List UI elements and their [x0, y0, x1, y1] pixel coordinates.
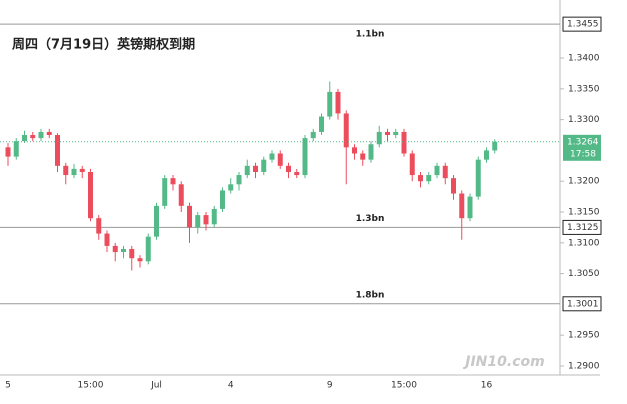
level-label-box [562, 296, 602, 312]
y-tick-label: 1.3050 [568, 269, 600, 279]
candle-body [162, 178, 168, 206]
candle-body [343, 113, 349, 148]
candle-body [13, 141, 19, 157]
watermark: JIN10.com [462, 354, 544, 370]
candle-body [178, 184, 184, 206]
candle-body [409, 153, 415, 176]
candle-body [277, 153, 283, 166]
candle-body [38, 131, 44, 139]
candle-body [475, 159, 481, 197]
candle-body [154, 205, 159, 237]
candle-body [360, 153, 366, 160]
candle-body [253, 165, 258, 172]
candle-body [261, 159, 267, 172]
x-tick-label: Jul [150, 381, 162, 391]
candle-body [145, 236, 151, 262]
level-label: 1.3125 [567, 223, 599, 233]
x-tick-label: 15:00 [78, 381, 104, 391]
candle-body [121, 248, 126, 253]
candle-body [310, 131, 316, 139]
candle-body [376, 131, 382, 145]
candle-body [55, 135, 60, 166]
x-tick-label: 5 [5, 381, 11, 391]
candle-body [269, 153, 275, 160]
last-price-box [563, 134, 601, 161]
candle-body [211, 208, 217, 225]
level-note: 1.8bn [356, 290, 385, 300]
candle-body [459, 193, 465, 219]
candle-body [327, 91, 333, 117]
x-tick-label: 9 [327, 381, 333, 391]
candle-body [170, 178, 176, 185]
candle-body [195, 215, 201, 228]
candle-body [5, 147, 11, 157]
candle-body [302, 138, 308, 176]
level-note: 1.1bn [356, 30, 385, 40]
candle-body [236, 175, 242, 185]
x-tick-label: 15:00 [391, 381, 417, 391]
countdown-label: 17:58 [570, 149, 596, 159]
candle-body [137, 258, 143, 262]
candle-body [451, 178, 456, 194]
candle-body [79, 168, 85, 172]
candle-body [71, 168, 77, 176]
x-tick-label: 4 [228, 381, 234, 391]
candle-body [46, 131, 52, 136]
candle-body [492, 141, 498, 151]
candle-body [484, 150, 489, 160]
last-price-label: 1.3264 [567, 137, 599, 147]
candle-body [393, 131, 399, 136]
level-label: 1.3001 [567, 299, 599, 309]
chart-title: 周四（7月19日）英镑期权到期 [12, 37, 195, 53]
y-tick-label: 1.3200 [568, 177, 600, 187]
candle-body [30, 135, 36, 139]
candle-body [228, 184, 234, 191]
candle-body [442, 165, 448, 179]
candle-body [112, 245, 118, 253]
y-tick-label: 1.2900 [568, 362, 600, 372]
candle-body [129, 248, 135, 259]
y-tick-label: 1.3300 [568, 115, 600, 125]
candle-body [401, 131, 407, 154]
level-label-box [562, 219, 602, 235]
candle-body [434, 165, 440, 176]
candle-body [244, 165, 250, 176]
candle-body [63, 165, 69, 176]
y-tick-label: 1.3100 [568, 238, 600, 248]
candle-body [352, 147, 357, 154]
candle-body [22, 135, 27, 142]
candle-body [203, 215, 209, 225]
y-tick-label: 1.3350 [568, 84, 600, 94]
candle-body [294, 171, 300, 176]
candle-body [187, 205, 192, 228]
y-tick-label: 1.3150 [568, 208, 600, 218]
level-label-box [562, 16, 602, 32]
level-label: 1.3455 [567, 20, 599, 30]
x-tick-label: 16 [481, 381, 493, 391]
candle-body [418, 175, 423, 182]
candle-body [368, 144, 374, 160]
candle-body [319, 116, 324, 132]
candle-body [385, 131, 390, 136]
candle-body [88, 171, 93, 219]
level-note: 1.3bn [356, 214, 385, 224]
y-tick-label: 1.2950 [568, 331, 600, 341]
candle-body [335, 91, 341, 114]
candle-body [220, 190, 225, 209]
y-tick-label: 1.3400 [568, 54, 600, 64]
candle-body [467, 196, 473, 219]
candle-body [96, 218, 102, 234]
candle-body [286, 165, 291, 172]
candle-body [104, 233, 110, 246]
candle-body [426, 175, 432, 182]
